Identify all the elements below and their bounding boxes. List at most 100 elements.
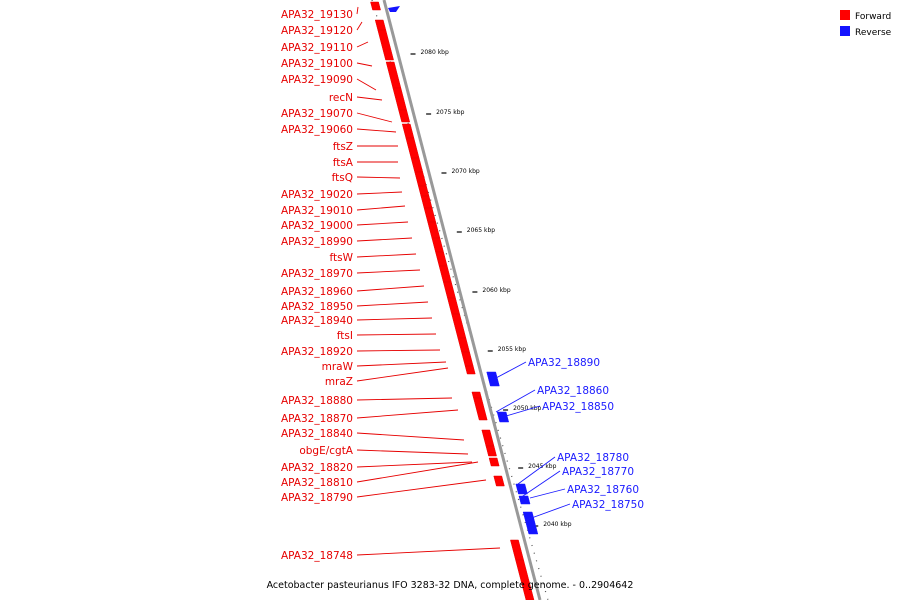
gene-label-forward: mraZ xyxy=(325,376,353,388)
leader-line xyxy=(356,6,359,15)
leader-line xyxy=(529,488,566,499)
gene-forward xyxy=(420,195,433,209)
gene-forward xyxy=(481,429,495,447)
leader-line xyxy=(356,205,406,211)
gene-label-forward: APA32_19010 xyxy=(281,205,353,217)
leader-line xyxy=(356,78,377,91)
gene-forward xyxy=(392,87,407,111)
leader-line xyxy=(356,285,425,292)
gene-label-forward: APA32_18960 xyxy=(281,286,353,298)
leader-line xyxy=(356,432,465,441)
gene-label-forward: APA32_18990 xyxy=(281,236,353,248)
gene-label-forward: APA32_18870 xyxy=(281,413,353,425)
leader-line xyxy=(525,503,571,521)
legend-forward-label: Forward xyxy=(855,12,891,22)
leader-line xyxy=(356,269,421,274)
gene-forward xyxy=(488,457,500,467)
leader-line xyxy=(495,389,536,413)
gene-label-reverse: APA32_18850 xyxy=(542,401,614,413)
gene-forward xyxy=(464,365,476,375)
leader-line xyxy=(356,128,397,133)
legend-reverse-swatch xyxy=(840,26,850,36)
leader-line xyxy=(356,221,409,226)
gene-label-forward: APA32_19060 xyxy=(281,124,353,136)
leader-line xyxy=(356,237,413,242)
gene-forward xyxy=(418,185,430,197)
gene-label-forward: APA32_19000 xyxy=(281,220,353,232)
gene-forward xyxy=(473,397,488,421)
gene-reverse xyxy=(515,483,528,495)
gene-label-forward: APA32_18920 xyxy=(281,346,353,358)
gene-forward xyxy=(414,171,427,187)
tick-label: 2040 kbp xyxy=(543,521,571,528)
gene-label-forward: APA32_19070 xyxy=(281,108,353,120)
gene-forward xyxy=(385,61,402,89)
leader-line xyxy=(356,191,403,195)
gene-forward xyxy=(435,251,448,267)
gene-label-reverse: APA32_18760 xyxy=(567,484,639,496)
gene-reverse xyxy=(388,6,400,12)
legend: Forward Reverse xyxy=(840,10,892,38)
gene-reverse xyxy=(518,495,531,505)
gene-label-forward: APA32_18790 xyxy=(281,492,353,504)
gene-label-forward: APA32_18970 xyxy=(281,268,353,280)
gene-label-forward: APA32_18880 xyxy=(281,395,353,407)
gene-label-forward: obgE/cgtA xyxy=(299,445,353,457)
gene-reverse xyxy=(486,371,500,387)
gene-label-forward: ftsW xyxy=(330,252,354,264)
gene-label-forward: APA32_19110 xyxy=(281,42,353,54)
gene-forward xyxy=(410,157,424,173)
gene-label-forward: APA32_19020 xyxy=(281,189,353,201)
tick-label: 2060 kbp xyxy=(482,287,510,294)
gene-label-forward: ftsZ xyxy=(333,141,353,153)
gene-label-forward: ftsQ xyxy=(332,172,353,184)
leader-line xyxy=(519,470,561,499)
gene-forward xyxy=(485,445,497,457)
tick-label: 2055 kbp xyxy=(498,346,526,353)
gene-forward xyxy=(405,137,420,159)
leader-line xyxy=(356,333,437,336)
leader-line xyxy=(356,461,479,483)
leader-line xyxy=(356,21,363,31)
gene-forward xyxy=(423,207,437,223)
legend-reverse-label: Reverse xyxy=(855,28,892,38)
gene-forward xyxy=(374,19,387,31)
leader-line xyxy=(356,317,433,321)
leader-line xyxy=(356,409,459,419)
leader-line xyxy=(505,405,541,417)
gene-forward xyxy=(451,313,467,339)
leader-line xyxy=(356,367,449,382)
leader-line xyxy=(356,547,501,556)
gene-label-forward: APA32_18940 xyxy=(281,315,353,327)
leader-line xyxy=(356,397,453,401)
gene-label-reverse: APA32_18860 xyxy=(537,385,609,397)
leader-line xyxy=(356,112,393,123)
gene-reverse xyxy=(522,511,539,535)
gene-forward xyxy=(438,265,452,283)
gene-forward xyxy=(442,281,456,299)
gene-label-reverse: APA32_18780 xyxy=(557,452,629,464)
gene-forward xyxy=(431,237,444,253)
gene-label-reverse: APA32_18890 xyxy=(528,357,600,369)
gene-label-reverse: APA32_18770 xyxy=(562,466,634,478)
tick-label: 2050 kbp xyxy=(513,405,541,412)
leader-line xyxy=(356,301,429,307)
leader-line xyxy=(356,361,447,367)
leader-line xyxy=(356,449,469,455)
leader-line xyxy=(356,96,383,101)
gene-forward xyxy=(377,29,394,61)
gene-forward xyxy=(515,559,535,600)
leader-line xyxy=(356,62,373,67)
gene-forward xyxy=(398,109,411,123)
gene-label-forward: APA32_19090 xyxy=(281,74,353,86)
gene-forward xyxy=(493,475,505,487)
leader-line xyxy=(495,361,527,379)
gene-label-reverse: APA32_18750 xyxy=(572,499,644,511)
genome-caption: Acetobacter pasteurianus IFO 3283-32 DNA… xyxy=(267,580,634,591)
genome-axis xyxy=(382,0,542,600)
gene-label-forward: APA32_18840 xyxy=(281,428,353,440)
leader-line xyxy=(356,41,369,48)
gene-forward xyxy=(401,123,415,139)
tick-label: 2080 kbp xyxy=(421,49,449,56)
